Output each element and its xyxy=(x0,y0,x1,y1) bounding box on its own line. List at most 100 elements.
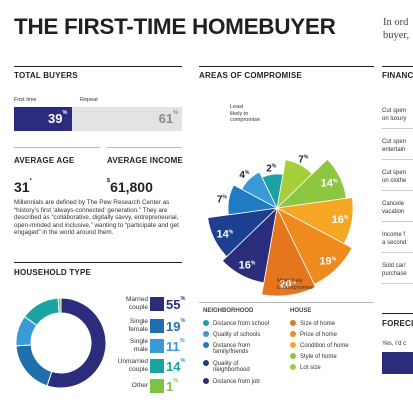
compromise-slice-label: 2% xyxy=(266,163,277,174)
compromise-legend-item: Price of home xyxy=(290,331,337,338)
household-legend-swatch xyxy=(150,379,164,393)
donut-slice-1 xyxy=(15,344,53,387)
legend-label: Distance from school xyxy=(213,321,270,327)
compromise-slice-label: 4% xyxy=(239,170,250,181)
average-age-heading: AVERAGE AGE xyxy=(14,156,75,165)
foreclosure-heading: FORECL xyxy=(382,319,413,328)
compromise-legend-item: Distance from school xyxy=(203,320,269,327)
foreclosure-bar xyxy=(382,352,413,374)
household-legend-value: 55% xyxy=(166,296,186,312)
household-legend-swatch xyxy=(150,319,164,333)
household-legend-label: Single male xyxy=(129,338,148,353)
household-legend-item: Other 1% xyxy=(108,378,188,396)
page-title: THE FIRST-TIME HOMEBUYER xyxy=(14,14,336,39)
divider xyxy=(199,302,374,303)
household-legend-item: Single male 11% xyxy=(108,338,188,356)
divider xyxy=(14,66,182,67)
legend-label: Quality of xyxy=(213,361,239,367)
buyers-bar-track: 39% 61% xyxy=(14,107,182,131)
legend-dot xyxy=(203,378,209,384)
repeat-label: Repeat xyxy=(80,97,98,103)
household-legend-label: Married couple xyxy=(125,296,148,311)
household-legend-value: 1% xyxy=(166,378,179,394)
finance-item: Cancele vacation xyxy=(382,201,405,215)
household-legend-item: Unmarried couple 14% xyxy=(108,358,188,376)
finance-item: Sold car/purchase xyxy=(382,263,407,277)
neighborhood-legend-heading: NEIGHBORHOOD xyxy=(203,308,254,314)
average-income-value: $61,800 xyxy=(107,178,153,195)
legend-label: Distance from xyxy=(213,343,251,349)
legend-label: Price of home xyxy=(300,332,338,338)
compromise-slice-9 xyxy=(261,173,284,210)
divider xyxy=(382,128,413,129)
household-legend-value: 14% xyxy=(166,358,186,374)
compromise-legend-item: Style of home xyxy=(290,353,337,360)
compromise-slice-7 xyxy=(227,184,279,216)
household-donut xyxy=(15,297,107,389)
compromise-slice-label: 7% xyxy=(298,155,309,166)
divider xyxy=(382,313,413,314)
divider xyxy=(14,147,100,148)
household-legend-swatch xyxy=(150,339,164,353)
legend-dot xyxy=(290,320,296,326)
household-legend-label: Unmarried couple xyxy=(117,358,148,373)
legend-dot xyxy=(290,353,296,359)
areas-of-compromise-heading: AREAS OF COMPROMISE xyxy=(199,71,302,80)
legend-label: Style of home xyxy=(300,354,337,360)
legend-dot xyxy=(290,342,296,348)
divider xyxy=(382,252,413,253)
house-legend-heading: HOUSE xyxy=(290,308,312,314)
foreclosure-text: Yes, I’d c xyxy=(382,341,407,347)
finance-heading: FINANC xyxy=(382,71,413,80)
compromise-legend-item: Distance from job xyxy=(203,378,260,385)
intro-line-2: buyer, xyxy=(383,30,410,41)
finance-item: Cut spen entertain xyxy=(382,139,407,153)
compromise-chart: 7%14%16%19%20%16%14%7%4% 2% xyxy=(207,155,354,296)
legend-label: Size of home xyxy=(300,321,336,327)
compromise-slice-5 xyxy=(221,206,278,284)
divider xyxy=(14,262,182,263)
compromise-legend-item: Quality of neighborhood xyxy=(203,360,250,373)
divider xyxy=(382,221,413,222)
compromise-legend-item: Distance from family/friends xyxy=(203,342,250,355)
legend-label: Lot size xyxy=(300,365,321,371)
average-income-heading: AVERAGE INCOME xyxy=(107,156,183,165)
legend-dot xyxy=(203,342,209,348)
compromise-slice-4 xyxy=(261,206,317,296)
household-legend-value: 19% xyxy=(166,318,186,334)
legend-dot xyxy=(203,360,209,366)
legend-dot xyxy=(203,320,209,326)
millennials-description: Millennials are defined by The Pew Resea… xyxy=(14,199,179,237)
legend-dot xyxy=(203,331,209,337)
legend-label: Condition of home xyxy=(300,343,349,349)
donut-slice-0 xyxy=(46,297,107,389)
average-age-value: 31* xyxy=(14,178,32,195)
compromise-slice-8 xyxy=(241,171,278,209)
legend-dot xyxy=(290,331,296,337)
household-legend-swatch xyxy=(150,359,164,373)
compromise-slice-label: 7% xyxy=(217,194,228,205)
least-likely-label: Least likely to compromise xyxy=(230,104,260,123)
intro-line-1: In ord xyxy=(383,17,409,28)
household-legend-swatch xyxy=(150,297,164,311)
divider xyxy=(199,66,374,67)
finance-item: Cut spen on luxury xyxy=(382,108,407,122)
compromise-legend-item: Condition of home xyxy=(290,342,349,349)
most-likely-label: Most likely to compromise xyxy=(277,278,314,291)
intro-text: In ord buyer, xyxy=(383,16,409,42)
compromise-legend-item: Size of home xyxy=(290,320,335,327)
legend-label: Quality of schools xyxy=(213,332,261,338)
compromise-slice-6 xyxy=(207,207,279,258)
household-legend-item: Single female 19% xyxy=(108,318,188,336)
household-legend-value: 11% xyxy=(166,338,185,354)
divider xyxy=(107,147,182,148)
total-buyers-heading: TOTAL BUYERS xyxy=(14,71,78,80)
legend-label: family/friends xyxy=(213,349,249,355)
divider xyxy=(382,190,413,191)
first-time-bar xyxy=(14,107,72,131)
donut-slice-4 xyxy=(57,297,62,314)
divider xyxy=(382,159,413,160)
household-type-heading: HOUSEHOLD TYPE xyxy=(14,268,92,277)
legend-label: Distance from job xyxy=(213,379,260,385)
